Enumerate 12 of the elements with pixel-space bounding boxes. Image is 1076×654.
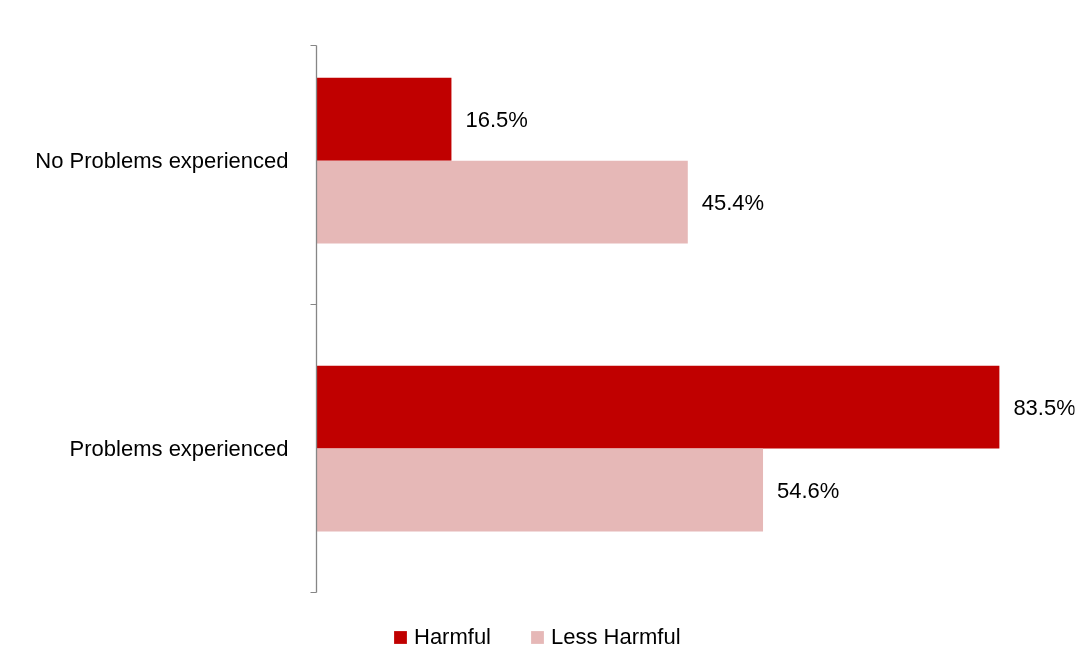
data-label: 45.4% [701, 189, 765, 215]
bar [316, 365, 1000, 449]
legend-label: Less Harmful [551, 624, 681, 650]
y-tick-label: No Problems experienced [35, 148, 289, 174]
bar [316, 448, 764, 532]
y-tick-label: Problems experienced [69, 436, 289, 462]
bar [316, 160, 688, 244]
data-label: 54.6% [777, 477, 840, 503]
data-label: 83.5% [1013, 394, 1076, 420]
legend-label: Harmful [414, 624, 492, 650]
bar [316, 77, 452, 161]
data-label: 16.5% [465, 106, 528, 132]
